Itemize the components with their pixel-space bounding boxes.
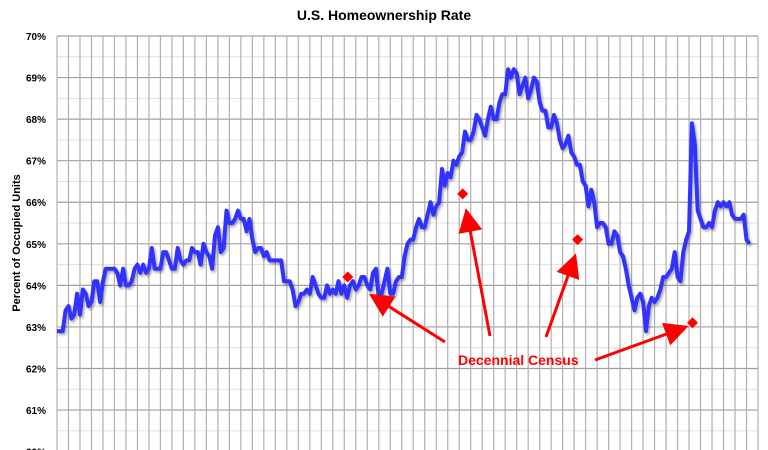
y-tick-label: 65% (26, 240, 46, 251)
annotation-arrow-1990 (368, 293, 446, 344)
y-tick-label: 70% (26, 32, 46, 43)
grid (56, 35, 759, 450)
y-tick-label: 68% (26, 115, 46, 126)
chart-title: U.S. Homeownership Rate (297, 7, 471, 23)
y-tick-label: 61% (26, 406, 46, 417)
census-marker-2020 (686, 317, 698, 329)
y-tick-label: 67% (26, 157, 46, 168)
y-axis-ticks: 60% 61% 62% 63% 64% 65% 66% 67% 68% 69% 70% (26, 32, 46, 450)
annotation-arrows (368, 208, 689, 362)
homeownership-rate-line (57, 67, 752, 334)
y-tick-label: 64% (26, 281, 46, 292)
y-tick-label: 62% (26, 364, 46, 375)
y-tick-label: 60% (26, 448, 46, 450)
census-marker-2000 (457, 188, 469, 200)
annotation-arrow-2010 (544, 253, 580, 338)
census-markers (342, 188, 698, 329)
y-tick-label: 69% (26, 74, 46, 85)
y-axis-label: Percent of Occupied Units (11, 174, 23, 312)
census-marker-2010 (572, 234, 584, 246)
census-marker-1990 (342, 271, 354, 283)
y-tick-label: 66% (26, 198, 46, 209)
y-tick-label: 63% (26, 323, 46, 334)
census-annotation: Decennial Census (458, 352, 579, 368)
annotation-arrow-2000 (458, 208, 492, 337)
annotation-arrow-2020 (594, 322, 689, 362)
